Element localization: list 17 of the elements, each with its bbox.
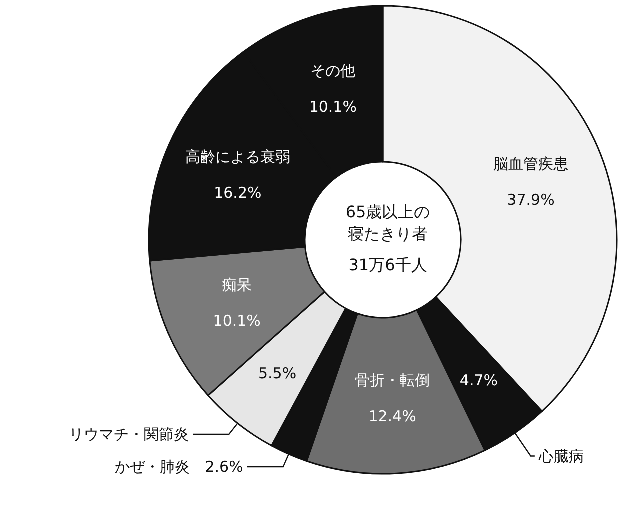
data-label: 10.1% — [213, 312, 261, 330]
data-label: 10.1% — [309, 98, 357, 116]
text: 31万6千人 — [348, 256, 428, 274]
slice-label: 脳血管疾患 — [494, 154, 568, 173]
data-label: 16.2% — [214, 184, 262, 202]
text: 65歳以上の寝たきり者 — [346, 202, 430, 244]
slice-label: 高齢による衰弱 — [185, 148, 290, 166]
slice-label: かぜ・肺炎 2.6% — [115, 458, 244, 476]
slice-label: 心臓病 — [538, 447, 584, 466]
slice-label: リウマチ・関節炎 — [69, 425, 190, 444]
data-label: 5.5% — [258, 364, 297, 382]
data-label: 37.9% — [507, 190, 555, 209]
data-label: 12.4% — [368, 408, 416, 426]
data-label: 4.7% — [460, 371, 498, 390]
slice-label: その他 — [310, 62, 356, 80]
slice-label: 痴呆 — [222, 276, 252, 294]
slice-label: 骨折・転倒 — [355, 372, 430, 390]
